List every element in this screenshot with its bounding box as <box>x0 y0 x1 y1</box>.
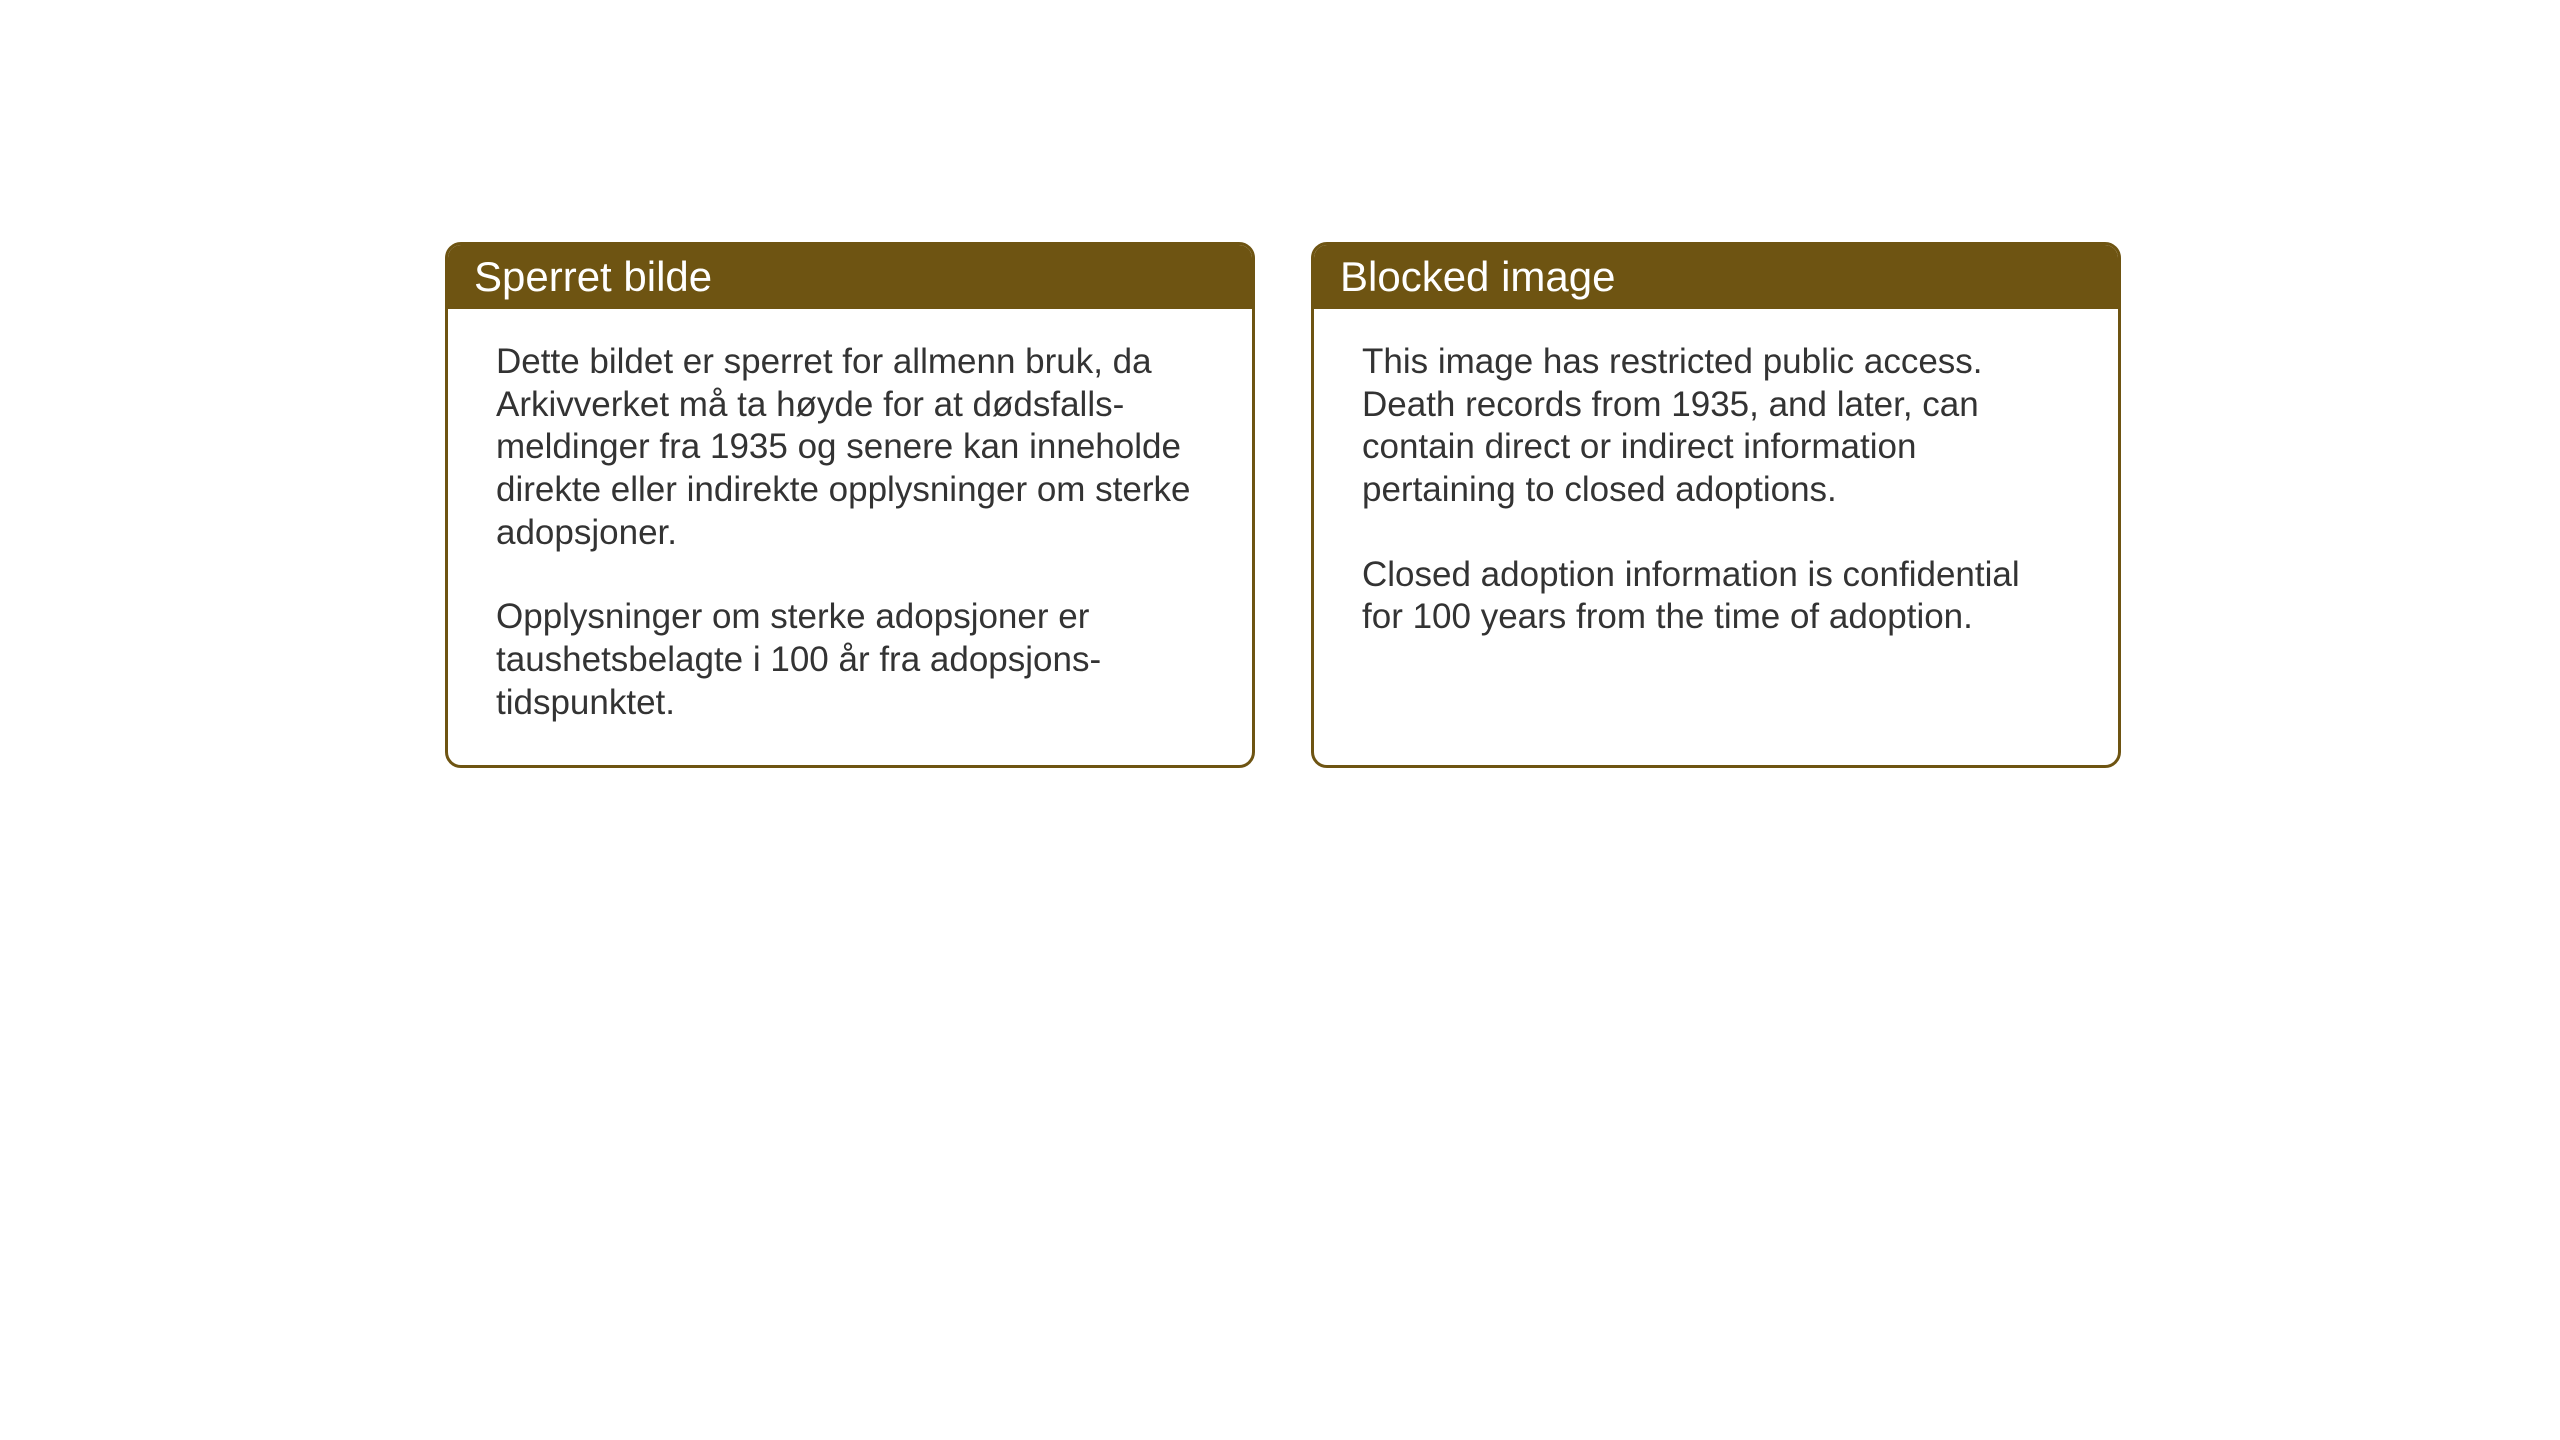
norwegian-panel-body: Dette bildet er sperret for allmenn bruk… <box>448 309 1252 765</box>
english-panel-header: Blocked image <box>1314 245 2118 309</box>
norwegian-paragraph-1: Dette bildet er sperret for allmenn bruk… <box>496 341 1204 554</box>
english-paragraph-1: This image has restricted public access.… <box>1362 341 2070 512</box>
info-panels-container: Sperret bilde Dette bildet er sperret fo… <box>445 242 2121 768</box>
norwegian-paragraph-2: Opplysninger om sterke adopsjoner er tau… <box>496 596 1204 724</box>
norwegian-panel-title: Sperret bilde <box>474 253 712 300</box>
english-info-panel: Blocked image This image has restricted … <box>1311 242 2121 768</box>
english-panel-title: Blocked image <box>1340 253 1615 300</box>
english-paragraph-2: Closed adoption information is confident… <box>1362 554 2070 639</box>
english-panel-body: This image has restricted public access.… <box>1314 309 2118 707</box>
norwegian-info-panel: Sperret bilde Dette bildet er sperret fo… <box>445 242 1255 768</box>
norwegian-panel-header: Sperret bilde <box>448 245 1252 309</box>
